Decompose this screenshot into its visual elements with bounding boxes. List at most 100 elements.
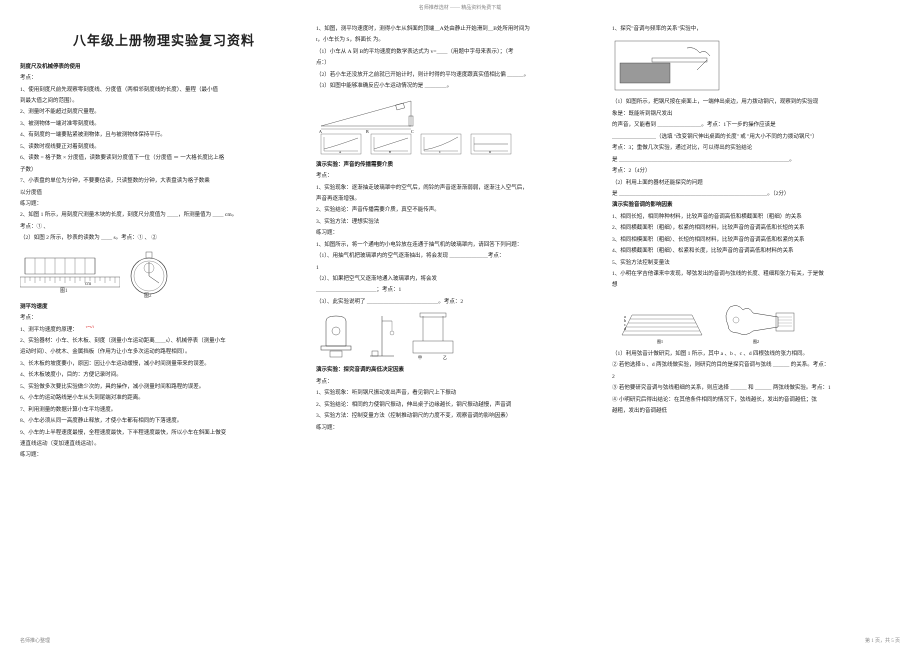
label-kaodian: 考点： (20, 73, 308, 83)
svg-text:乙: 乙 (443, 354, 447, 360)
text: 1、实验现象：听到钢尺振动发出声音，看见钢尺上下振动 (316, 388, 604, 398)
page-body: 八年级上册物理实验复习资料 刻度尺及机械停表的使用 考点： 1、使用刻度尺前先观… (0, 15, 920, 615)
label-kaodian: 考点： (316, 377, 604, 387)
svg-text:图1: 图1 (657, 338, 663, 344)
text: 6、读数 = 格子数 × 分度值，读数要读到分度值下一位（分度值 ＝ 一大格长度… (20, 153, 308, 163)
svg-text:cm: cm (85, 282, 91, 287)
page-footer: 名师推心整理 第 1 页，共 5 页 (0, 637, 920, 644)
question: 考点：3；重做几次实验，通过对比，可以得出的实验结论 (612, 143, 900, 153)
text: 2、实验结论：声音传播需要介质，真空不能传声。 (316, 205, 604, 215)
figure-bell-jar: 甲乙 (316, 311, 604, 361)
text: t，小车长为 S，斜面长 为。 (316, 35, 604, 45)
text: 1、探究"音调与频率的关系"实验中， (612, 24, 900, 34)
svg-text:B: B (366, 129, 369, 134)
question: 是 ＿＿＿＿＿＿＿＿＿＿＿＿＿＿＿＿＿＿＿＿＿＿＿＿＿＿＿。（2分） (612, 189, 900, 199)
text: 5、实验做多次要比实验做少次的，具的操作，减小测量时间和路程的误差。 (20, 382, 308, 392)
text: 2、实验器材：小车、长木板、刻度（测量小车运动距离＿＿s）、机械停表（测量小车 (20, 336, 308, 346)
svg-text:图2: 图2 (144, 293, 152, 298)
question: 1 (316, 263, 604, 273)
text: 1、测平均速度的原理：v=s/t (20, 325, 308, 335)
label-kaodian: 考点： (20, 313, 308, 323)
section-speed: 测平均速度 (20, 302, 308, 312)
text: 点：） (316, 58, 604, 68)
question: （1）如图所示，把钢尺按在桌面上，一端伸出桌边，用力拨动钢尺，观察到的实验现 (612, 97, 900, 107)
question: 考点：① 、 (20, 222, 308, 232)
label-exercise: 练习题： (316, 423, 604, 433)
text: 3、相同相模面积（粗细）、长短的相同材料，比较声音的音调高低和松紧的关系 (612, 235, 900, 245)
label-exercise: 练习题： (316, 228, 604, 238)
svg-text:图2: 图2 (753, 338, 759, 344)
question: 象是：既能听到钢尺发出 (612, 109, 900, 119)
question: ② 若他选择 b 、d 两弦线做实验，则研究的目的是探究音调与弦线 ＿＿＿ 的关… (612, 360, 900, 370)
question: ③ 若他要研究音调与弦线粗细的关系，则应选择 ＿＿＿ 和 ＿＿＿ 两弦线做实验。… (612, 383, 900, 393)
svg-text:图1: 图1 (60, 288, 68, 293)
label-exercise: 练习题： (20, 199, 308, 209)
column-2: 1、如图，测平均速度时，测得小车从斜面的顶端＿A处由静止开始滑到＿B处所用时间为… (316, 23, 604, 595)
figure-ruler-desk (612, 38, 900, 93)
figure-incline-graphs: ABC A B C D (316, 96, 604, 156)
text: （2）若小车还没放开之前就已开始计时，则计时得的平均速度跟真实值相比偏 ＿＿＿。 (316, 70, 604, 80)
section-pitch: 演示实验：探究音调的高低决定因素 (316, 365, 604, 375)
page-header: 名师推荐选材 —— 精品资料免费下载 (0, 0, 920, 15)
text: 2、相同横截面积（粗细），松紧的相同材料，比较声音的音调高低和长短的关系 (612, 223, 900, 233)
label-kaodian: 考点： (316, 171, 604, 181)
text: 子数） (20, 165, 308, 175)
svg-text:A: A (319, 129, 322, 134)
text: 4、相同横截面积（粗细）、松紧和长度，比较声音的音调高低和材料的关系 (612, 246, 900, 256)
column-3: 1、探究"音调与频率的关系"实验中， （1）如图所示，把钢尺按在桌面上，一端伸出… (612, 23, 900, 595)
text: 3、被测物体一端对准零刻度线。 (20, 119, 308, 129)
text: 1、相同长短，相同种种材料，比较声音的音调高低和横截面积（粗细）的关系 (612, 212, 900, 222)
text: 7、小表盘的单位为分钟，不要要估读，只读整数的分钟，大表盘读为格子数乘 (20, 176, 308, 186)
text: 到最大值之间的范围）。 (20, 96, 308, 106)
question: ＿＿＿＿＿＿＿＿（选填 "改变钢尺伸出桌面的长度" 或 "用大小不同的力拨动钢尺… (612, 132, 900, 142)
text: 速直线运动（变加速直线运动）。 (20, 439, 308, 449)
svg-text:d: d (624, 326, 626, 331)
text: 以分度值 (20, 188, 308, 198)
text: 4、有刻度的一端要贴紧被测物体，且与被测物体保持平行。 (20, 130, 308, 140)
footer-left: 名师推心整理 (20, 637, 50, 644)
text: 3、长木板的坡度要小，原因：因让小车运动缓慢，减小时间测量带来的误差。 (20, 359, 308, 369)
text: 3、实验方法：理想实验法 (316, 217, 604, 227)
svg-text:B: B (389, 150, 391, 154)
svg-text:C: C (411, 129, 414, 134)
question: 考点：2（4分） (612, 166, 900, 176)
question: 1、小明在学吉他课来中发现，琴弦发出的音调与弦线的长度、粗细和张力有关，于是做 (612, 269, 900, 279)
question: ④ 小明研究后得出结论：在其他条件相同的情况下，弦线越长，发出的音调越低；弦 (612, 395, 900, 405)
text: 1、实验现象：逐渐抽走玻璃罩中的空气后，闹铃的声音逐渐渐弱弱，逐渐注入空气后， (316, 183, 604, 193)
section-ruler: 刻度尺及机械停表的使用 (20, 62, 308, 72)
question: 1、如图所示，将一个通电的小电铃放在连通于抽气机的玻璃罩内，请回答下列问题： (316, 240, 604, 250)
figure-string-instruments: abcd 图1 图2 (612, 295, 900, 345)
doc-title: 八年级上册物理实验复习资料 (20, 29, 308, 54)
column-1: 八年级上册物理实验复习资料 刻度尺及机械停表的使用 考点： 1、使用刻度尺前先观… (20, 23, 308, 595)
section-pitch-factor: 演示实验音调的影响因素 (612, 200, 900, 210)
text: 7、利用测量的数据计算小车平均速度。 (20, 405, 308, 415)
text: 运动时间）、小枕木、金属挡板（作用为让小车多次运动的路程相同）。 (20, 347, 308, 357)
label-exercise: 练习题： (20, 450, 308, 460)
question: 2 (612, 372, 900, 382)
text: 5、实验方法控制变量法 (612, 258, 900, 268)
text: 声音再逐渐增强。 (316, 194, 604, 204)
question: 越粗，发出的音调越低 (612, 406, 900, 416)
svg-text:C: C (439, 150, 441, 154)
svg-text:甲: 甲 (418, 355, 422, 360)
question: 2、如图 1 所示，用刻度尺测量木块的长度，刻度尺分度值为 ＿＿，所测量值为 ＿… (20, 210, 308, 220)
question: （3）、此实验说明了 ＿＿＿＿＿＿＿＿＿＿＿＿＿。考点：2 (316, 297, 604, 307)
text: 1、如图，测平均速度时，测得小车从斜面的顶端＿A处由静止开始滑到＿B处所用时间为 (316, 24, 604, 34)
figure-ruler-stopwatch: cm 图1 图2 (20, 248, 308, 298)
text: 5、读数时视线要正对着刻度线。 (20, 142, 308, 152)
question: 的声音，又能看到 ＿＿＿＿＿＿＿＿。考点：1下一步的操作应该是 (612, 120, 900, 130)
text: （3）如图中能够准确反应小车运动情况的是 ＿＿＿＿。 (316, 81, 604, 91)
text: （1）小车从 A 到 B的平均速度的数学表达式为 v=＿＿（用题中字母来表示）；… (316, 47, 604, 57)
question: 是 ＿＿＿＿＿＿＿＿＿＿＿＿＿＿＿＿＿＿＿＿＿＿＿＿＿＿＿＿＿＿＿。 (612, 155, 900, 165)
svg-text:D: D (489, 150, 492, 154)
question: （2）如图 2 所示，秒表的读数为 ＿＿ s。考点：① 、 ② (20, 233, 308, 243)
question: ＿＿＿＿＿＿＿＿＿＿＿；考点：1 (316, 285, 604, 295)
question: （2）利用上面的器材还能探究的问题 (612, 178, 900, 188)
question: （2）、如果把空气又逐渐地通入玻璃罩内，将会发 (316, 274, 604, 284)
footer-right: 第 1 页，共 5 页 (865, 637, 900, 644)
text: 9、小车的上半程速度最慢，全程速度最快，下半程速度最快，所以小车在斜面上做变 (20, 428, 308, 438)
text: 3、实验方法：控制变量方法（控制推动钢尺的力度不变，观察音调的影响因素） (316, 411, 604, 421)
text: 4、长木板坡度小，目的：方便记录时间。 (20, 370, 308, 380)
text: 2、实验结论：相同的力使钢尺振动，伸出桌子边缘越长，钢尺振动越慢，声音调 (316, 400, 604, 410)
text: 2、测量时不能超过刻度尺量程。 (20, 107, 308, 117)
